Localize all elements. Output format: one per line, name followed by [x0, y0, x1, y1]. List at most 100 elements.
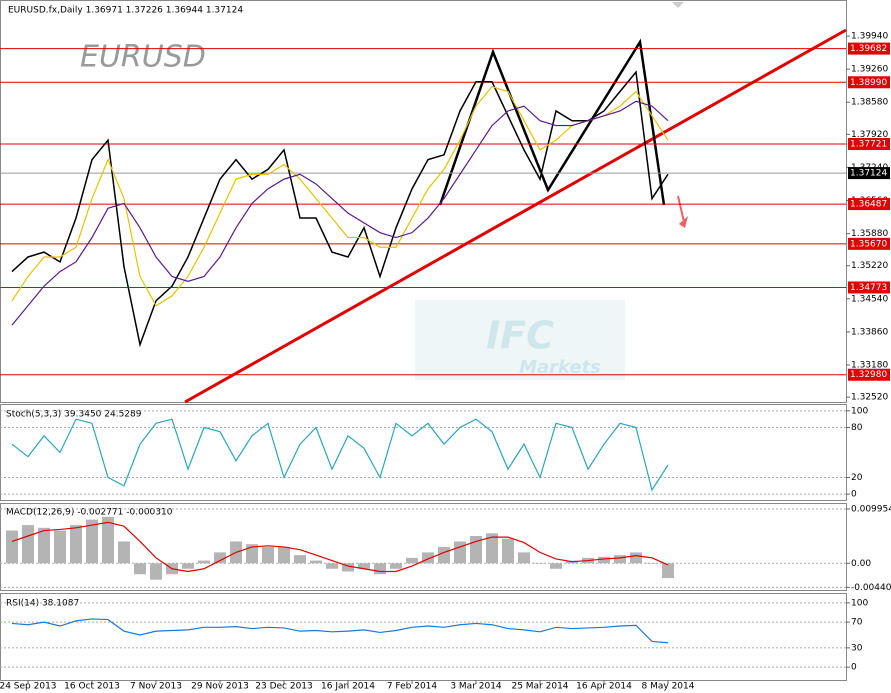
trend-line [184, 28, 847, 404]
histogram-bar [390, 563, 402, 569]
y-tick-label: 100 [851, 598, 868, 608]
histogram-bar [342, 563, 354, 572]
histogram-bar [246, 544, 258, 564]
y-tick-label: 0.00 [851, 559, 871, 569]
arrow [677, 195, 685, 223]
x-tick-label: 25 Mar 2014 [511, 682, 568, 692]
histogram-bar [182, 563, 194, 569]
level-box [848, 42, 890, 55]
y-tick-label: 1.37920 [851, 130, 888, 140]
histogram-bar [86, 519, 98, 564]
histogram-bar [662, 563, 674, 579]
histogram-bar [70, 525, 82, 564]
histogram-bar [534, 563, 546, 564]
y-tick-label: 1.39260 [851, 65, 888, 75]
histogram-bar [406, 557, 418, 564]
x-tick-label: 29 Nov 2013 [191, 682, 249, 692]
histogram-bar [614, 555, 626, 564]
y-tick-label: 20 [851, 473, 863, 483]
rsi-panel [0, 593, 847, 681]
histogram-bar [102, 516, 114, 564]
histogram-bar [454, 541, 466, 564]
shift-marker [672, 2, 684, 8]
y-tick-label: 0 [851, 490, 857, 500]
series-line [11, 70, 669, 348]
y-tick-label: 1.35880 [851, 229, 888, 239]
histogram-bar [262, 546, 274, 564]
y-tick-label: 100 [851, 406, 868, 416]
level-label: 1.38990 [850, 78, 887, 88]
level-label: 1.39682 [850, 44, 887, 54]
histogram-bar [54, 530, 66, 564]
histogram-bar [310, 560, 322, 564]
x-tick-label: 3 Mar 2014 [450, 682, 502, 692]
y-tick-label: 70 [851, 618, 863, 628]
arrow-head [679, 216, 688, 228]
y-tick-label: 1.38580 [851, 98, 888, 108]
y-tick-label: 30 [851, 643, 863, 653]
macd-panel [0, 503, 847, 591]
panel-title: MACD(12,26,9) -0.002771 -0.000310 [6, 508, 173, 518]
histogram-bar [550, 563, 562, 569]
x-tick-label: 16 Oct 2013 [64, 682, 120, 692]
panel-title: RSI(14) 38.1087 [6, 599, 79, 609]
level-label: 1.36487 [850, 200, 887, 210]
histogram-bar [38, 527, 50, 564]
histogram-bar [214, 552, 226, 564]
main-panel [0, 0, 847, 403]
series-line [11, 618, 669, 644]
histogram-bar [422, 552, 434, 564]
level-box [848, 198, 890, 211]
y-tick-label: 1.32520 [851, 393, 888, 403]
level-box [848, 281, 890, 294]
logo-text: IFC [486, 314, 554, 358]
y-tick-label: 1.34540 [851, 294, 888, 304]
histogram-bar [294, 555, 306, 564]
current-label: 1.37124 [850, 169, 887, 179]
y-tick-label: 0.009954 [851, 504, 891, 514]
y-tick-label: 0 [851, 663, 857, 673]
histogram-bar [118, 541, 130, 564]
histogram-bar [150, 563, 162, 580]
histogram-bar [134, 563, 146, 575]
level-box [848, 368, 890, 381]
stoch-panel [0, 404, 847, 501]
level-box [848, 76, 890, 89]
x-tick-label: 16 Apr 2014 [576, 682, 632, 692]
level-label: 1.37721 [850, 140, 887, 150]
histogram-bar [630, 552, 642, 564]
chart-title: EURUSD.fx,Daily 1.36971 1.37226 1.36944 … [8, 6, 243, 16]
logo-text: Markets [519, 357, 601, 378]
level-box [848, 138, 890, 151]
histogram-bar [22, 525, 34, 564]
y-tick-label: 80 [851, 423, 863, 433]
x-tick-label: 23 Dec 2013 [255, 682, 313, 692]
watermark: EURUSD [80, 40, 206, 75]
y-tick-label: -0.004407 [851, 583, 891, 593]
y-tick-label: 1.39940 [851, 32, 888, 42]
histogram-bar [646, 563, 658, 564]
histogram-bar [326, 563, 338, 569]
level-label: 1.35670 [850, 239, 887, 249]
x-tick-label: 7 Feb 2014 [387, 682, 438, 692]
histogram-bar [486, 533, 498, 564]
level-label: 1.32980 [850, 370, 887, 380]
y-tick-label: 1.35220 [851, 261, 888, 271]
pattern-line [438, 38, 666, 206]
histogram-bar [6, 530, 18, 564]
x-tick-label: 7 Nov 2013 [130, 682, 182, 692]
histogram-bar [518, 552, 530, 564]
histogram-bar [278, 546, 290, 564]
histogram-bar [502, 538, 514, 564]
x-tick-label: 8 May 2014 [642, 682, 695, 692]
x-tick-label: 16 Jan 2014 [321, 682, 375, 692]
current-box [848, 167, 890, 180]
series-line [11, 100, 669, 326]
series-line [11, 521, 669, 573]
panel-title: Stoch(5,3,3) 39.3450 24.5289 [6, 410, 142, 420]
y-tick-label: 1.33180 [851, 361, 888, 371]
histogram-bar [358, 563, 370, 569]
logo-box [415, 300, 625, 380]
histogram-bar [438, 546, 450, 564]
